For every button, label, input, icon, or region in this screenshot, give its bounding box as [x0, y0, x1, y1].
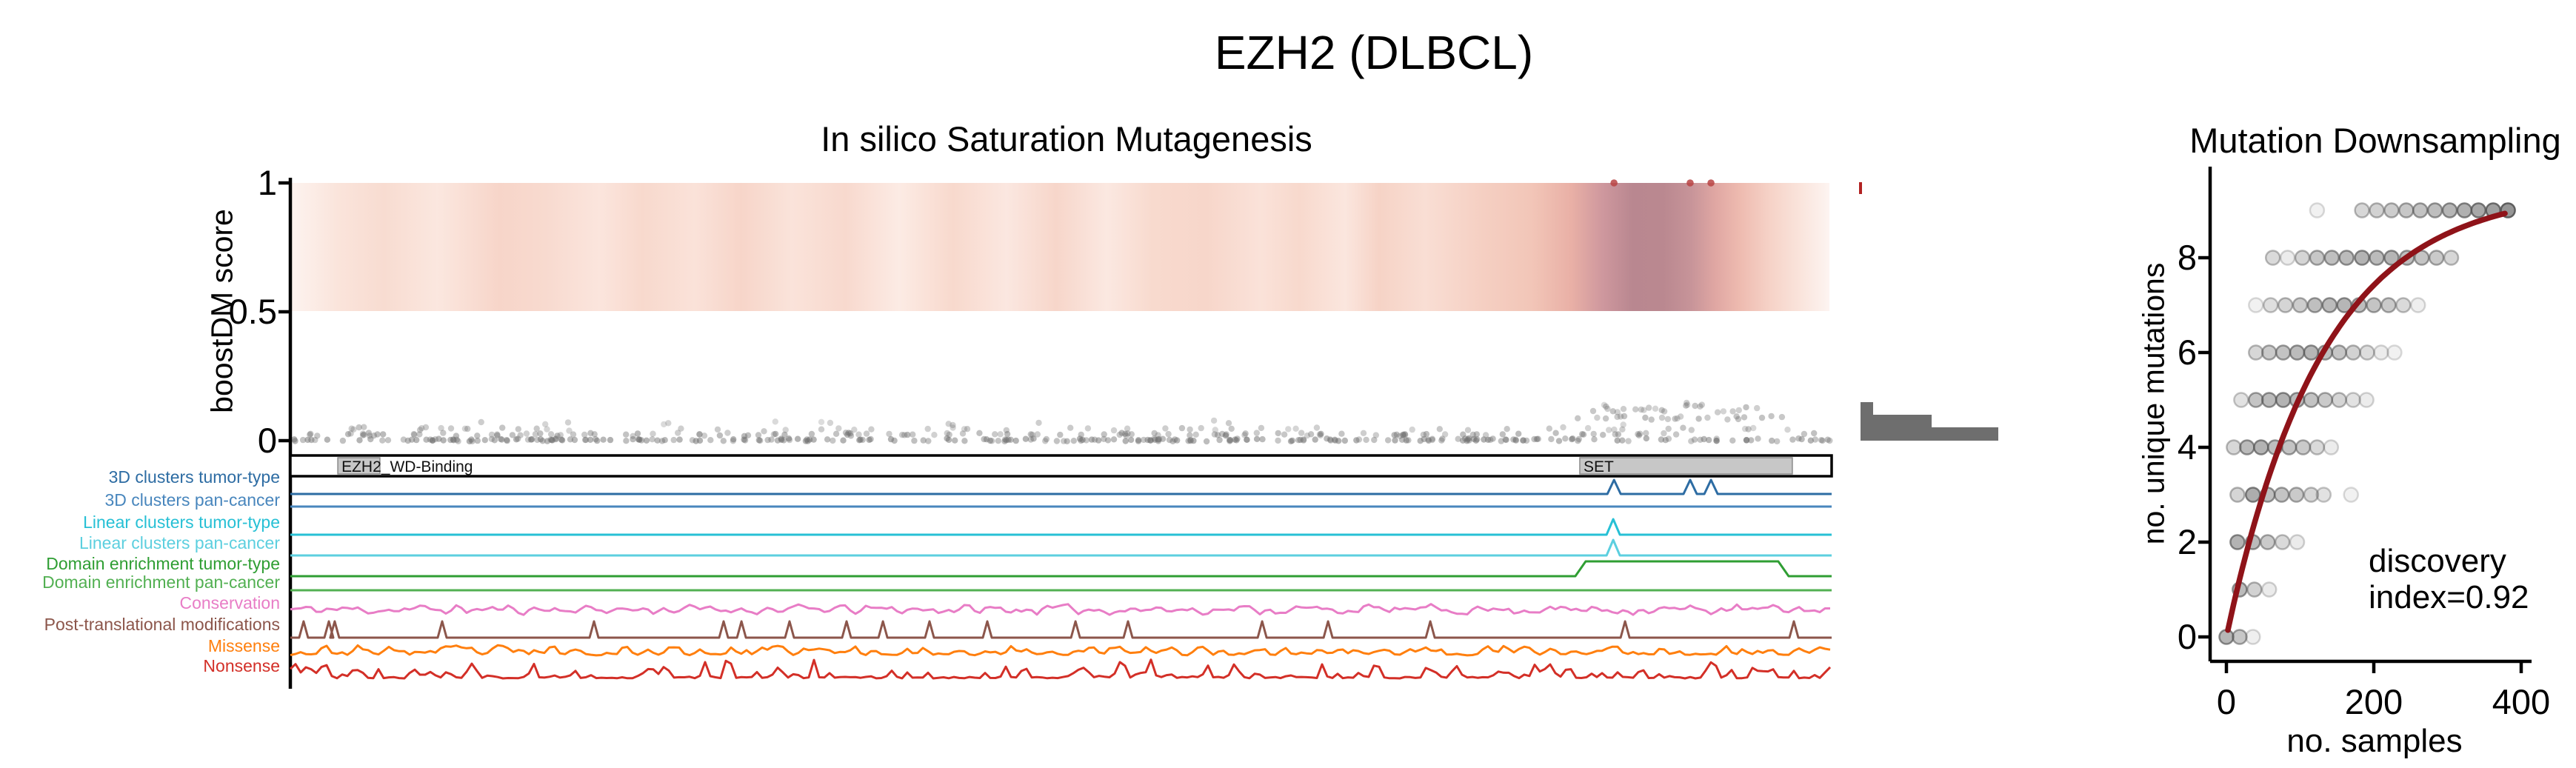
downsampling-xlabel: no. samples: [2286, 723, 2463, 759]
track-label-5: Domain enrichment tumor-type: [46, 554, 280, 573]
track-label-3: Linear clusters tumor-type: [83, 512, 280, 532]
downsampling-dots-row-y4: [2226, 439, 2340, 455]
protein-domain-boxes: [337, 457, 1793, 475]
downsampling-ytick-label: 8: [2177, 238, 2197, 277]
track-label-4: Linear clusters pan-cancer: [79, 533, 280, 552]
downsampling-dots-row-y3: [2229, 487, 2359, 503]
domain-label-1: EZH2_WD-Binding: [341, 458, 473, 475]
downsampling-dots-row-y2: [2229, 534, 2306, 550]
saturation-plot-title: In silico Saturation Mutagenesis: [821, 119, 1312, 158]
downsampling-xtick-label: 0: [2216, 682, 2237, 721]
discovery-index-annotation: discovery index=0.92: [2369, 543, 2529, 615]
saturation-ytick-label: 0.5: [228, 292, 277, 331]
downsampling-plot-title: Mutation Downsampling: [2189, 121, 2561, 160]
score-scatter-dots: [291, 399, 1833, 445]
downsampling-ytick-label: 0: [2177, 617, 2197, 656]
track-label-9: Missense: [207, 636, 280, 655]
downsampling-ytick-label: 6: [2177, 333, 2197, 372]
downsampling-dot-rows: [2218, 202, 2516, 645]
downsampling-xtick-label: 400: [2492, 682, 2551, 721]
track-line-post-translational-modifications: [290, 620, 1832, 639]
track-label-8: Post-translational modifications: [44, 615, 280, 634]
figure-title: EZH2 (DLBCL): [1214, 26, 1534, 79]
protein-domain-bar: [289, 454, 1833, 478]
track-label-2: 3D clusters pan-cancer: [104, 490, 281, 510]
track-line-domain-enrichment-tumor-type: [290, 560, 1832, 578]
feature-tracks: [289, 478, 1832, 680]
downsampling-xtick-label: 200: [2344, 682, 2403, 721]
downsampling-dots-row-y6: [2248, 344, 2403, 361]
track-line-linear-clusters-tumor-type: [290, 518, 1832, 536]
track-line-missense: [290, 644, 1831, 657]
track-line-3d-clusters-tumor-type: [290, 478, 1832, 495]
track-label-10: Nonsense: [203, 656, 280, 675]
track-line-conservation: [290, 603, 1830, 616]
track-label-6: Domain enrichment pan-cancer: [42, 572, 280, 592]
discovery-fit-curve: [2225, 210, 2508, 633]
downsampling-ylabel: no. unique mutations: [2136, 262, 2171, 545]
downsampling-ytick-label: 2: [2177, 522, 2197, 561]
discovery-index-line2: index=0.92: [2369, 579, 2529, 615]
downsampling-dots-row-y0: [2218, 629, 2261, 645]
downsampling-dots-row-y7: [2248, 297, 2426, 313]
track-label-7: Conservation: [179, 593, 280, 612]
saturation-ytick-label: 1: [257, 163, 277, 202]
score-marginal-histogram: [1861, 402, 1998, 441]
boostdm-heatmap-band: [292, 183, 1829, 311]
downsampling-ytick-label: 4: [2177, 427, 2197, 467]
domain-label-2: SET: [1583, 458, 1614, 475]
discovery-index-line1: discovery: [2369, 543, 2506, 579]
downsampling-dots-row-y9: [2309, 202, 2516, 218]
track-line-linear-clusters-pan-cancer: [290, 538, 1832, 557]
downsampling-dots-row-y8: [2264, 250, 2460, 266]
track-label-1: 3D clusters tumor-type: [108, 467, 280, 487]
score1-marginal-tick: [1859, 182, 1862, 194]
score1-dots: [1610, 179, 1715, 187]
track-line-nonsense: [289, 658, 1832, 680]
saturation-ytick-label: 0: [257, 421, 277, 460]
